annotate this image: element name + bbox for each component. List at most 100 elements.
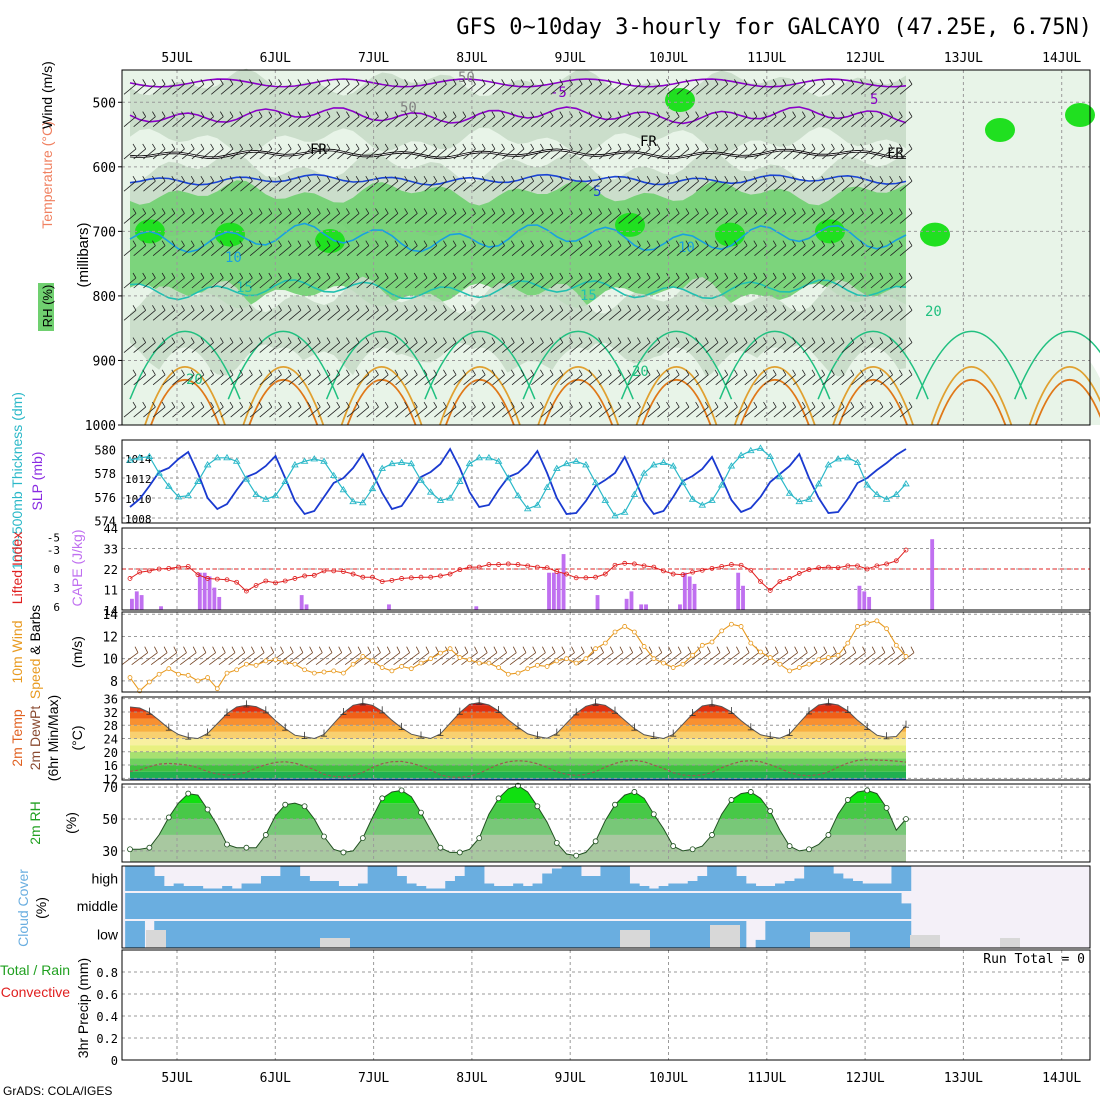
- wind-barb: [851, 342, 864, 353]
- wind-barb-feather: [239, 143, 244, 150]
- wind-barb: [434, 148, 447, 160]
- wind-barb: [337, 180, 350, 192]
- wind-barb-feather: [695, 401, 699, 408]
- wind-barb-feather: [132, 305, 137, 311]
- wind-barb: [162, 245, 176, 257]
- cloud-middle-bar: [377, 893, 388, 919]
- rh-high-patch: [215, 222, 245, 247]
- wind-barb-feather: [578, 401, 583, 408]
- rh-point: [786, 843, 793, 849]
- cloud-layer-label: high: [92, 871, 118, 887]
- wind-speed-point: [758, 649, 763, 655]
- li-tick-label: 0: [53, 563, 60, 576]
- wind-barb-feather: [258, 175, 263, 182]
- wind-barb: [240, 180, 253, 192]
- wind-barb-feather: [462, 111, 467, 117]
- wind-barb: [521, 148, 534, 160]
- lifted-index-point: [573, 575, 579, 581]
- cloud-low-bar: [872, 921, 883, 948]
- wind-barb: [725, 342, 738, 353]
- wind-barb-feather: [685, 175, 690, 182]
- wind-barb: [424, 245, 437, 257]
- wind-barb-feather: [181, 143, 185, 150]
- cloud-low-bar: [522, 921, 533, 948]
- cloud-high-bar: [425, 888, 436, 891]
- cloud-high-bar: [561, 866, 572, 891]
- wind-barb: [696, 342, 709, 353]
- wind-barb-feather: [258, 305, 263, 311]
- wind-barb: [628, 277, 641, 289]
- wind-barb: [375, 406, 389, 418]
- wind-barb: [490, 652, 507, 665]
- wind-barb-feather: [219, 272, 224, 279]
- wind-barb-feather: [656, 143, 661, 150]
- wind-barb-feather: [588, 337, 593, 343]
- wind-barb-feather: [144, 646, 149, 653]
- wind-barb: [899, 148, 913, 160]
- wind-barb-feather: [229, 401, 234, 408]
- temp-tick-label: 12: [104, 772, 118, 786]
- wind-barb: [453, 148, 467, 160]
- wind-barb: [249, 245, 263, 257]
- wind-barb-feather: [656, 305, 661, 311]
- rh-point: [165, 814, 172, 821]
- wind-barb-feather: [860, 143, 864, 150]
- wind-barb-feather: [617, 208, 622, 214]
- wind-barb-feather: [181, 401, 185, 408]
- wind-barb-feather: [297, 79, 302, 85]
- lifted-index-point: [544, 565, 550, 571]
- cloud-high-bar: [474, 866, 485, 891]
- wind-barb: [366, 406, 379, 418]
- temp-contour-minus5: [129, 106, 907, 125]
- wind-barb-feather: [646, 79, 651, 85]
- wind-barb-feather: [297, 208, 302, 214]
- wind-barb-feather: [132, 208, 137, 214]
- wind-barb-feather: [249, 111, 253, 117]
- wind-barb-feather: [704, 272, 709, 279]
- wind-barb-feather: [152, 240, 156, 246]
- y-tick-label: 900: [93, 354, 116, 369]
- cloud-low-bar: [406, 921, 417, 948]
- wind-barb: [608, 374, 622, 386]
- temperature-contour-lowlevel: [838, 379, 908, 426]
- wind-barb: [618, 116, 631, 127]
- top-date-label: 6JUL: [260, 51, 291, 66]
- wind-barb: [793, 245, 806, 257]
- wind-barb-feather: [278, 240, 282, 246]
- wind-barb-feather: [520, 305, 525, 311]
- wind-barb: [608, 180, 622, 192]
- wind-barb-feather: [142, 272, 147, 279]
- wind-barb: [841, 116, 855, 127]
- wind-barb: [385, 309, 399, 321]
- wind-barb: [540, 116, 554, 127]
- wind-barb: [841, 148, 855, 160]
- rh-point: [437, 844, 444, 851]
- lifted-index-point: [535, 564, 540, 570]
- wind-barb-feather: [161, 111, 166, 117]
- wind-barb-feather: [745, 646, 750, 653]
- wind-barb: [773, 84, 787, 95]
- wind-barb-feather: [675, 272, 680, 279]
- wind-barb-feather: [578, 208, 583, 214]
- lifted-index-point: [583, 575, 589, 581]
- wind-barb: [841, 277, 855, 289]
- lifted-index-point: [864, 566, 870, 572]
- wind-barb-feather: [675, 240, 680, 246]
- wind-speed-point: [263, 658, 269, 664]
- wind-barb-feather: [268, 272, 273, 279]
- wind-barb: [123, 116, 137, 127]
- lifted-index-point: [311, 572, 317, 578]
- wind-barb: [715, 84, 728, 95]
- rh-high-patch: [1065, 103, 1095, 127]
- wind-barb: [240, 277, 253, 289]
- wind-barb-feather: [394, 337, 399, 343]
- wind-barb-feather: [656, 369, 661, 376]
- wind-barb-feather: [326, 175, 331, 182]
- wind-barb-feather: [346, 111, 350, 117]
- wind-barb: [793, 406, 806, 418]
- wind-barb: [511, 277, 525, 289]
- cloud-high-bar: [173, 883, 184, 891]
- wind-barb-feather: [792, 79, 796, 85]
- wind-barb: [162, 180, 176, 192]
- wind-barb: [463, 84, 476, 95]
